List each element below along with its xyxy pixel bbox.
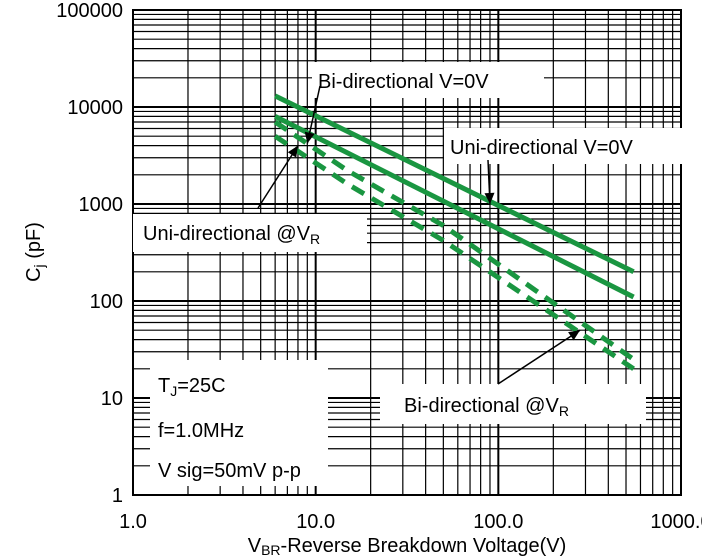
plot-frame [132,9,682,496]
y-tick-label: 10000 [67,97,123,119]
annotation-box [380,384,646,424]
conditions-box: TJ=25C f=1.0MHz V sig=50mV p-p [150,360,328,486]
annotation-box [133,214,367,252]
arrow-head-icon [484,192,495,204]
x-tick-label: 1.0 [119,511,147,533]
y-tick-label: 100000 [56,0,123,22]
x-axis-label: VBR-Reverse Breakdown Voltage(V) [248,535,567,557]
y-tick-label: 1000 [79,194,124,216]
arrow-head-icon [568,330,580,341]
annotation-label: Uni-directional V=0V [450,137,634,159]
x-tick-label: 10.0 [296,511,335,533]
tick-labels: 1.0 10.0 100.0 1000.0 1 10 100 1000 10000 100000 [56,0,702,533]
x-tick-label: 1000.0 [650,511,702,533]
y-tick-label: 1 [112,485,123,507]
arrow-head-icon [287,145,298,158]
annotation-box [444,128,684,164]
series-line-3 [273,119,636,362]
series-line-1 [273,93,635,275]
series-layer [273,93,636,371]
y-axis-label: Cj (pF) [23,222,47,282]
annotation-label: Bi-directional @VR [404,395,569,419]
annotation-box [312,62,544,98]
annotation-label: Bi-directional V=0V [318,71,489,93]
y-tick-label: 100 [90,291,123,313]
series-line-2 [273,114,635,300]
annotation-arrow [257,145,299,209]
condition-frequency: f=1.0MHz [158,420,244,442]
annotation-arrow [497,329,581,385]
annotation-layer: Bi-directional V=0V Uni-directional V=0V U… [133,62,684,424]
series-line-4 [273,134,635,371]
y-tick-label: 10 [101,388,123,410]
condition-temperature: TJ=25C [158,375,226,399]
arrow-head-icon [304,131,315,144]
x-tick-label: 100.0 [473,511,523,533]
condition-signal: V sig=50mV p-p [158,460,301,482]
annotation-label: Uni-directional @VR [143,223,320,247]
